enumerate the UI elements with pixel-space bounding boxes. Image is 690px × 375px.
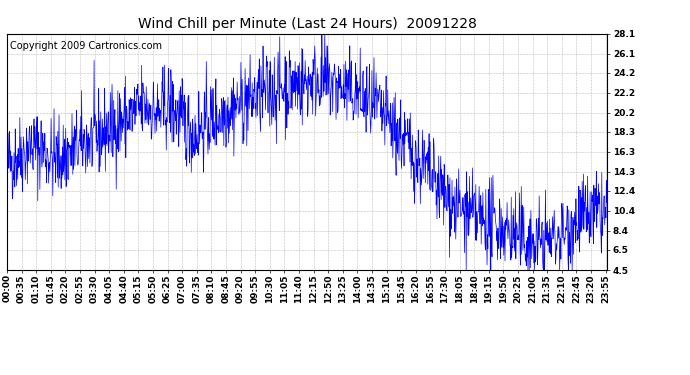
Title: Wind Chill per Minute (Last 24 Hours)  20091228: Wind Chill per Minute (Last 24 Hours) 20… <box>137 17 477 31</box>
Text: Copyright 2009 Cartronics.com: Copyright 2009 Cartronics.com <box>10 41 162 51</box>
